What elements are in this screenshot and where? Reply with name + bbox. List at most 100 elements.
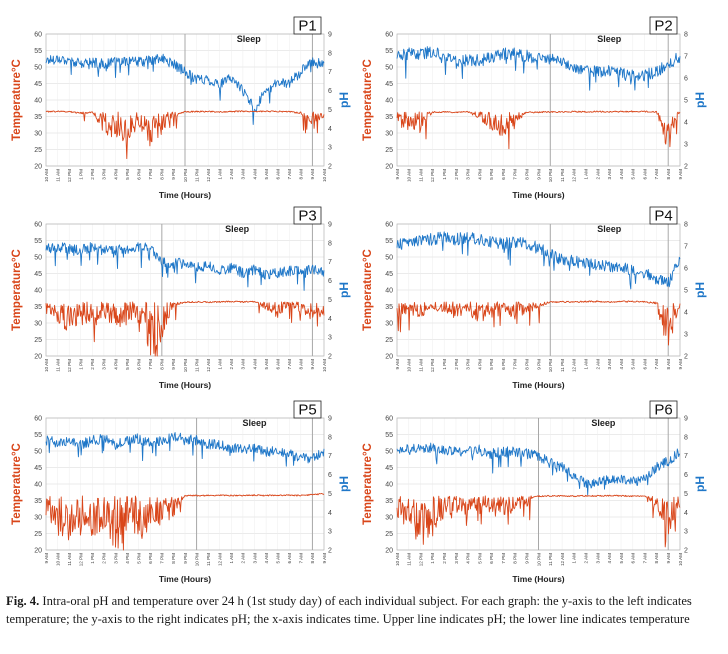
- x-tick-label: 9 AM: [310, 169, 315, 180]
- x-tick-label: 4 PM: [125, 553, 130, 564]
- temperature-series-line: [45, 110, 325, 160]
- right-tick-label: 9: [328, 32, 332, 39]
- x-tick-label: 10 PM: [183, 359, 188, 372]
- left-tick-label: 35: [34, 304, 42, 311]
- x-tick-label: 3 PM: [113, 553, 118, 564]
- left-tick-label: 50: [34, 65, 42, 72]
- x-tick-label: 5 PM: [125, 359, 130, 370]
- caption-label: Fig. 4.: [6, 594, 40, 608]
- x-tick-label: 3 PM: [466, 359, 471, 370]
- right-tick-label: 6: [684, 266, 688, 273]
- right-tick-label: 6: [684, 76, 688, 83]
- left-tick-label: 50: [385, 65, 393, 72]
- plot-frame: [45, 223, 325, 357]
- right-tick-label: 5: [684, 98, 688, 105]
- x-tick-label: 5 AM: [619, 553, 624, 564]
- x-tick-label: 10 PM: [548, 359, 553, 372]
- x-tick-label: 4 AM: [619, 359, 624, 370]
- left-tick-label: 25: [34, 147, 42, 154]
- left-tick-label: 20: [385, 354, 393, 361]
- x-tick-label: 9 PM: [183, 553, 188, 564]
- x-tick-label: 1 PM: [79, 359, 84, 370]
- x-tick-label: 7 PM: [160, 553, 165, 564]
- x-tick-label: 9 AM: [666, 553, 671, 564]
- left-tick-label: 20: [385, 164, 393, 171]
- right-tick-label: 4: [684, 310, 688, 317]
- x-tick-label: 9 PM: [525, 553, 530, 564]
- x-tick-label: 1 PM: [442, 169, 447, 180]
- x-tick-label: 11 PM: [206, 553, 211, 566]
- x-tick-label: 8 PM: [525, 359, 530, 370]
- right-tick-label: 9: [684, 416, 688, 423]
- left-tick-label: 45: [34, 271, 42, 278]
- x-tick-label: 2 PM: [454, 169, 459, 180]
- left-tick-label: 55: [34, 48, 42, 55]
- right-tick-label: 7: [684, 54, 688, 61]
- x-tick-label: 8 PM: [160, 169, 165, 180]
- x-tick-label: 12 AM: [572, 169, 577, 182]
- x-tick-label: 6 AM: [275, 169, 280, 180]
- x-tick-label: 7 AM: [287, 169, 292, 180]
- x-tick-label: 7 PM: [148, 359, 153, 370]
- x-tick-label: 4 AM: [252, 169, 257, 180]
- left-tick-label: 55: [385, 48, 393, 55]
- x-tick-label: 5 AM: [264, 169, 269, 180]
- panel-id-box: [649, 400, 678, 419]
- x-tick-label: 11 AM: [55, 359, 60, 372]
- x-tick-label: 5 AM: [264, 359, 269, 370]
- plot-frame: [396, 223, 681, 357]
- x-tick-label: 5 AM: [631, 359, 636, 370]
- right-tick-label: 4: [328, 126, 332, 133]
- panel-id-label: P6: [654, 402, 672, 419]
- x-tick-label: 10 AM: [407, 169, 412, 182]
- caption-text: Intra-oral pH and temperature over 24 h …: [6, 594, 692, 626]
- x-tick-label: 4 PM: [477, 359, 482, 370]
- x-tick-label: 7 AM: [642, 553, 647, 564]
- ph-series-line: [396, 442, 681, 496]
- x-tick-label: 4 PM: [113, 359, 118, 370]
- x-tick-label: 3 AM: [607, 359, 612, 370]
- right-tick-label: 5: [684, 491, 688, 498]
- x-tick-label: 5 PM: [125, 169, 130, 180]
- x-tick-label: 2 AM: [229, 169, 234, 180]
- x-axis-title: Time (Hours): [512, 574, 564, 584]
- x-tick-label: 1 AM: [583, 169, 588, 180]
- x-tick-label: 12 PM: [67, 359, 72, 372]
- right-tick-label: 6: [328, 88, 332, 95]
- x-axis-title: Time (Hours): [159, 574, 211, 584]
- left-tick-label: 35: [385, 114, 393, 121]
- left-tick-label: 55: [385, 238, 393, 245]
- left-tick-label: 25: [385, 147, 393, 154]
- x-axis-title: Time (Hours): [159, 380, 211, 390]
- right-tick-label: 6: [328, 472, 332, 479]
- panel-id-box: [293, 16, 322, 35]
- right-tick-label: 8: [684, 222, 688, 229]
- left-tick-label: 40: [385, 98, 393, 105]
- panel-id-box: [649, 16, 678, 35]
- x-tick-label: 9 PM: [536, 169, 541, 180]
- left-tick-label: 45: [385, 271, 393, 278]
- x-tick-label: 3 AM: [607, 169, 612, 180]
- x-tick-label: 9 AM: [310, 359, 315, 370]
- left-tick-label: 35: [34, 498, 42, 505]
- x-tick-label: 9 PM: [171, 169, 176, 180]
- left-tick-label: 60: [34, 416, 42, 423]
- left-tick-label: 30: [385, 321, 393, 328]
- x-tick-label: 3 PM: [466, 169, 471, 180]
- left-tick-label: 40: [385, 482, 393, 489]
- left-axis-title: Temperature°C: [362, 59, 374, 141]
- left-axis-title: Temperature°C: [362, 443, 374, 525]
- x-tick-label: 7 AM: [654, 169, 659, 180]
- x-tick-label: 6 PM: [501, 169, 506, 180]
- x-axis-title: Time (Hours): [159, 190, 211, 200]
- x-tick-label: 6 PM: [136, 359, 141, 370]
- x-tick-label: 4 PM: [113, 169, 118, 180]
- x-tick-label: 3 AM: [241, 359, 246, 370]
- left-tick-label: 25: [385, 531, 393, 538]
- x-tick-label: 4 PM: [477, 169, 482, 180]
- sleep-annotation: Sleep: [597, 224, 622, 234]
